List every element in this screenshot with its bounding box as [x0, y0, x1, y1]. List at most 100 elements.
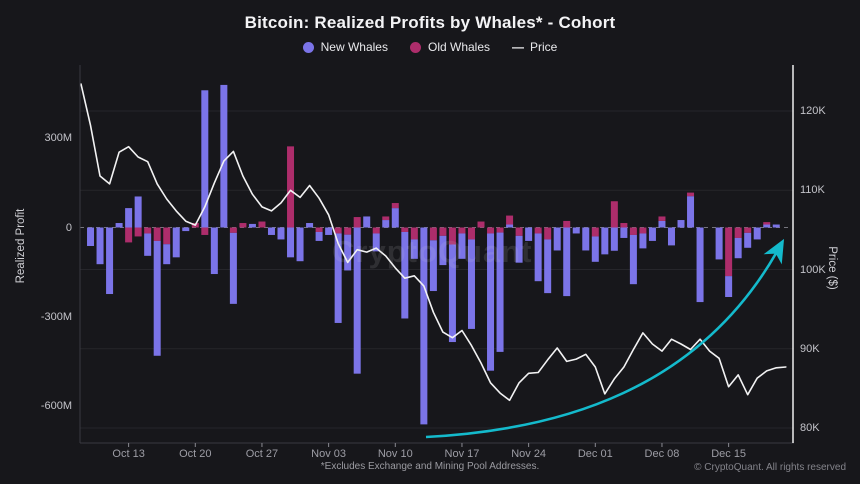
bar-old-whales[interactable] [734, 227, 742, 238]
bar-old-whales[interactable] [487, 227, 495, 234]
bar-new-whales[interactable] [410, 239, 418, 259]
bar-old-whales[interactable] [658, 216, 666, 221]
bar-new-whales[interactable] [658, 220, 666, 228]
bar-old-whales[interactable] [144, 227, 152, 234]
bar-new-whales[interactable] [610, 227, 618, 251]
bar-old-whales[interactable] [515, 227, 523, 236]
bar-old-whales[interactable] [439, 227, 447, 236]
bar-new-whales[interactable] [125, 208, 133, 228]
bar-new-whales[interactable] [420, 227, 428, 425]
bar-new-whales[interactable] [639, 233, 647, 249]
bar-old-whales[interactable] [429, 227, 437, 241]
bar-old-whales[interactable] [458, 227, 466, 234]
bar-new-whales[interactable] [582, 227, 590, 251]
bar-new-whales[interactable] [277, 227, 285, 240]
bar-old-whales[interactable] [563, 220, 571, 228]
bar-new-whales[interactable] [534, 233, 542, 282]
bar-old-whales[interactable] [229, 227, 237, 233]
bar-new-whales[interactable] [734, 237, 742, 259]
bar-new-whales[interactable] [87, 227, 95, 246]
bar-new-whales[interactable] [429, 240, 437, 292]
bar-new-whales[interactable] [467, 239, 475, 329]
legend-item-price[interactable]: — Price [512, 40, 557, 54]
bar-old-whales[interactable] [506, 215, 514, 225]
bar-new-whales[interactable] [201, 90, 209, 228]
bar-old-whales[interactable] [610, 201, 618, 228]
bar-old-whales[interactable] [334, 227, 342, 234]
bar-old-whales[interactable] [591, 227, 599, 237]
legend-item-new-whales[interactable]: New Whales [302, 40, 388, 54]
bar-new-whales[interactable] [439, 235, 447, 266]
bar-new-whales[interactable] [677, 220, 685, 228]
bar-new-whales[interactable] [106, 227, 114, 295]
bar-old-whales[interactable] [344, 227, 352, 235]
bar-new-whales[interactable] [401, 231, 409, 319]
bar-new-whales[interactable] [372, 233, 380, 252]
bar-old-whales[interactable] [353, 217, 361, 228]
bar-new-whales[interactable] [487, 233, 495, 371]
bar-new-whales[interactable] [144, 233, 152, 256]
bar-new-whales[interactable] [172, 227, 180, 258]
bar-old-whales[interactable] [620, 223, 628, 228]
bar-new-whales[interactable] [620, 227, 628, 238]
bar-new-whales[interactable] [458, 233, 466, 259]
bar-new-whales[interactable] [753, 227, 761, 240]
bar-old-whales[interactable] [134, 227, 142, 237]
bar-new-whales[interactable] [334, 233, 342, 323]
bar-new-whales[interactable] [496, 232, 504, 352]
bar-new-whales[interactable] [96, 227, 104, 265]
bar-new-whales[interactable] [153, 240, 161, 356]
bar-new-whales[interactable] [306, 223, 314, 228]
bar-new-whales[interactable] [115, 223, 123, 228]
bar-new-whales[interactable] [725, 276, 733, 298]
bar-new-whales[interactable] [344, 234, 352, 271]
bar-old-whales[interactable] [410, 227, 418, 240]
bar-old-whales[interactable] [315, 227, 323, 232]
bar-old-whales[interactable] [125, 227, 133, 243]
bar-old-whales[interactable] [258, 221, 266, 228]
bar-new-whales[interactable] [629, 234, 637, 285]
bar-new-whales[interactable] [182, 227, 190, 232]
bar-old-whales[interactable] [201, 227, 209, 235]
bar-new-whales[interactable] [267, 227, 275, 235]
bar-new-whales[interactable] [601, 227, 609, 255]
bar-new-whales[interactable] [382, 220, 390, 228]
bar-old-whales[interactable] [534, 227, 542, 234]
bar-old-whales[interactable] [639, 227, 647, 234]
bar-new-whales[interactable] [506, 224, 514, 228]
bar-old-whales[interactable] [401, 227, 409, 232]
bar-new-whales[interactable] [696, 227, 704, 303]
bar-new-whales[interactable] [163, 244, 171, 265]
bar-old-whales[interactable] [448, 227, 456, 245]
bar-old-whales[interactable] [687, 192, 695, 197]
bar-new-whales[interactable] [448, 244, 456, 343]
bar-old-whales[interactable] [163, 227, 171, 245]
bar-new-whales[interactable] [553, 227, 561, 251]
bar-new-whales[interactable] [210, 227, 218, 275]
bar-old-whales[interactable] [629, 227, 637, 235]
bar-new-whales[interactable] [134, 196, 142, 228]
bar-old-whales[interactable] [544, 227, 552, 240]
bar-new-whales[interactable] [544, 239, 552, 294]
bar-new-whales[interactable] [315, 231, 323, 241]
bar-old-whales[interactable] [744, 227, 752, 233]
bar-new-whales[interactable] [353, 227, 361, 374]
bar-old-whales[interactable] [725, 227, 733, 277]
bar-old-whales[interactable] [496, 227, 504, 233]
bar-old-whales[interactable] [477, 221, 485, 228]
bar-old-whales[interactable] [467, 227, 475, 240]
bar-new-whales[interactable] [648, 227, 656, 241]
bar-new-whales[interactable] [525, 227, 533, 241]
bar-old-whales[interactable] [391, 203, 399, 209]
bar-old-whales[interactable] [372, 227, 380, 234]
bar-new-whales[interactable] [687, 196, 695, 228]
bar-new-whales[interactable] [296, 227, 304, 262]
bar-new-whales[interactable] [667, 227, 675, 246]
bar-new-whales[interactable] [772, 224, 780, 228]
bar-new-whales[interactable] [515, 235, 523, 263]
bar-new-whales[interactable] [744, 232, 752, 248]
bar-new-whales[interactable] [325, 227, 333, 235]
bar-new-whales[interactable] [220, 84, 228, 228]
bar-old-whales[interactable] [382, 216, 390, 221]
